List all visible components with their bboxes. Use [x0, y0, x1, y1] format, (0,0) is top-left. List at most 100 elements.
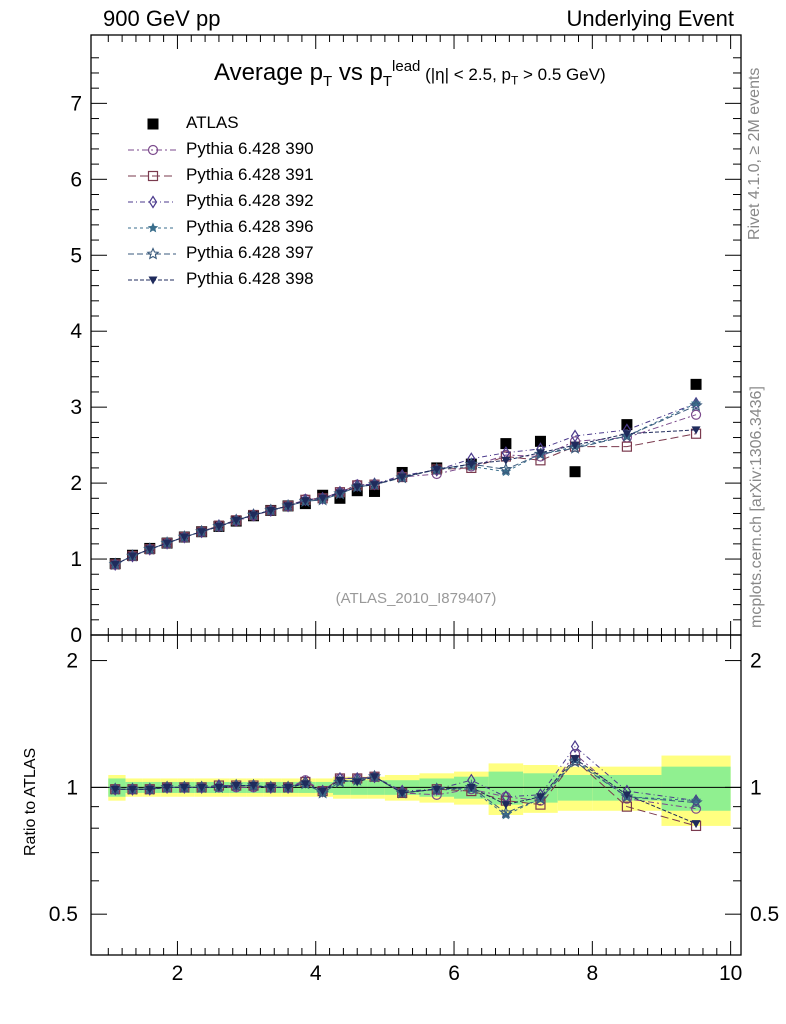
marker-triangle-down [352, 483, 362, 492]
band-inner [661, 766, 731, 811]
marker-triangle-down [335, 489, 345, 498]
ratio-y-axis-label: Ratio to ATLAS [22, 747, 39, 856]
marker-triangle-down [300, 497, 310, 506]
marker-star-open [689, 795, 703, 809]
marker-triangle-down [300, 780, 310, 789]
legend-label: ATLAS [186, 113, 239, 132]
marker-circle-open [690, 803, 702, 814]
rivet-version-label: Rivet 4.1.0, ≥ 2M events [746, 67, 763, 240]
marker-triangle-down [197, 783, 207, 792]
main-y-tick-label: 2 [70, 472, 82, 495]
title-condition: (|η| < 2.5, pT > 0.5 GeV) [420, 65, 606, 88]
marker-triangle-down [501, 801, 511, 810]
marker-triangle-down [570, 755, 580, 764]
marker-triangle-down [162, 539, 172, 548]
marker-triangle-down [466, 460, 476, 469]
chart-title: Average pT vs pTlead (|η| < 2.5, pT > 0.… [214, 58, 606, 90]
series-line [114, 402, 697, 565]
marker-triangle-down [179, 533, 189, 542]
legend-label: Pythia 6.428 392 [186, 191, 314, 210]
marker-star-open [146, 247, 160, 260]
marker-star-open [499, 462, 513, 476]
marker-triangle-down [432, 465, 442, 474]
marker-triangle-down [370, 773, 380, 782]
series-pythia-6-428-390 [110, 409, 702, 570]
main-y-tick-label: 6 [70, 168, 82, 191]
series-line [114, 405, 697, 565]
marker-triangle-down [214, 783, 224, 792]
marker-triangle-down [397, 473, 407, 482]
marker-star [690, 397, 702, 408]
series-line [114, 402, 697, 565]
ratio-y-tick-label: 2 [66, 650, 78, 673]
series-pythia-6-428-391 [110, 428, 702, 570]
main-y-tick-label: 3 [70, 396, 82, 419]
series-line [114, 433, 697, 565]
cond-sub: T [510, 73, 519, 88]
marker-triangle-down [691, 820, 701, 829]
marker-square [534, 435, 546, 447]
x-tick-label: 8 [586, 962, 598, 985]
marker-triangle-down [622, 791, 632, 800]
title-sup-2: lead [392, 58, 421, 75]
marker-triangle-down [127, 552, 137, 561]
marker-star-open [499, 805, 513, 819]
marker-triangle-down [318, 494, 328, 503]
ratio-y-tick-label-right: 2 [750, 650, 762, 673]
marker-square [500, 438, 512, 450]
ratio-y-tick-label: 1 [66, 776, 78, 799]
header-left: 900 GeV pp [103, 6, 221, 31]
marker-triangle-down [352, 778, 362, 787]
marker-triangle-down [691, 426, 701, 435]
tick-labels: 0 1 2 3 4 5 6 7 0.5 0.5 1 1 2 2 2 4 6 8 10 [49, 92, 779, 985]
marker-triangle-down [214, 522, 224, 531]
main-y-tick-label: 5 [70, 244, 82, 267]
marker-triangle-down [466, 783, 476, 792]
ratio-y-tick-label: 0.5 [49, 903, 78, 926]
legend-marker-396 [128, 222, 176, 233]
ratio-panel-series [108, 739, 703, 832]
series-pythia-6-428-398 [110, 426, 701, 569]
marker-square [690, 378, 702, 390]
main-y-tick-label: 0 [70, 624, 82, 647]
header-right: Underlying Event [566, 6, 734, 31]
marker-triangle-down [318, 787, 328, 796]
ratio-frame [90, 634, 742, 956]
x-tick-label: 6 [448, 962, 460, 985]
marker-triangle-down [249, 511, 258, 520]
marker-triangle-down [179, 783, 189, 792]
legend-label: Pythia 6.428 391 [186, 165, 314, 184]
marker-square-open [147, 170, 159, 182]
series-pythia-6-428-392 [110, 396, 701, 571]
legend-marker-atlas [147, 118, 159, 130]
cond-suffix: > 0.5 GeV) [518, 65, 606, 84]
marker-triangle-down [397, 789, 407, 798]
marker-triangle-down [127, 785, 137, 794]
marker-triangle-down [145, 545, 155, 554]
series-pythia-6-428-396 [110, 397, 702, 569]
x-tick-label: 4 [310, 962, 322, 985]
band-inner [488, 771, 524, 805]
main-y-tick-label: 7 [70, 92, 82, 115]
mcplots-label: mcplots.cern.ch [arXiv:1306.3436] [748, 386, 765, 628]
ratio-y-tick-label-right: 1 [750, 776, 762, 799]
marker-square [569, 466, 581, 478]
marker-circle-open [147, 144, 159, 156]
axes [90, 34, 742, 956]
title-sub-1: T [322, 72, 333, 90]
marker-star-open [533, 791, 548, 805]
marker-triangle-down [335, 776, 345, 785]
series-line [114, 429, 697, 565]
marker-star-open [568, 441, 582, 454]
legend-label: Pythia 6.428 397 [186, 243, 314, 262]
marker-triangle-down [622, 430, 632, 439]
series-pythia-6-428-397 [108, 398, 703, 570]
legend-marker-391 [128, 170, 176, 182]
legend-marker-398 [128, 276, 176, 285]
marker-triangle-down [283, 783, 293, 792]
marker-triangle-down [110, 560, 120, 569]
ratio-series-line [115, 745, 697, 802]
x-tick-label: 2 [172, 962, 184, 985]
main-y-tick-label: 4 [70, 320, 82, 343]
marker-triangle-down [266, 783, 276, 792]
